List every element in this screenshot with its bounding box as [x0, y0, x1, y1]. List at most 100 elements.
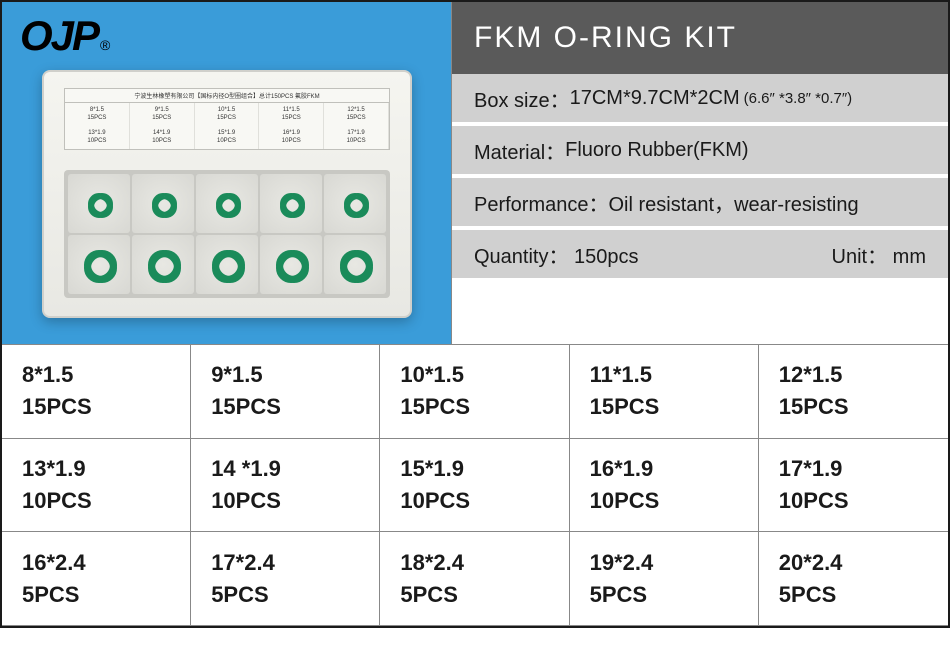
product-infographic: OJP ® 宁波生林橡塑有限公司【国标内径O型圈组合】总计150PCS 氟胶FK… — [0, 0, 950, 628]
quantity-row: Quantity： 150pcs Unit： mm — [452, 230, 948, 282]
oring-icon — [155, 196, 177, 218]
spec-cell: 14 *1.9 10PCS — [191, 439, 380, 533]
spec-size: 16*1.9 — [590, 456, 738, 482]
spec-qty: 15PCS — [211, 394, 359, 420]
box-size-label: Box size： — [474, 84, 570, 113]
spec-size: 14 *1.9 — [211, 456, 359, 482]
compartment — [260, 174, 322, 233]
spec-cell: 12*1.5 15PCS — [759, 345, 948, 439]
oring-stack — [270, 183, 312, 225]
lid-cell: 15*1.910PCS — [195, 126, 260, 149]
spec-size: 17*1.9 — [779, 456, 928, 482]
oring-icon — [151, 253, 181, 283]
spec-qty: 10PCS — [22, 488, 170, 514]
spec-qty: 5PCS — [22, 582, 170, 608]
spec-size: 11*1.5 — [590, 362, 738, 388]
material-row: Material： Fluoro Rubber(FKM) — [452, 126, 948, 178]
oring-stack — [78, 244, 120, 286]
oring-icon — [87, 253, 117, 283]
spec-size: 12*1.5 — [779, 362, 928, 388]
spec-qty: 15PCS — [400, 394, 548, 420]
spec-size: 20*2.4 — [779, 550, 928, 576]
unit-label: Unit： — [832, 246, 888, 268]
spec-table: 8*1.5 15PCS 9*1.5 15PCS 10*1.5 15PCS 11*1.5 15P… — [2, 344, 948, 626]
brand-logo: OJP ® — [20, 12, 110, 60]
oring-icon — [279, 253, 309, 283]
oring-stack — [78, 183, 120, 225]
product-photo-panel: OJP ® 宁波生林橡塑有限公司【国标内径O型圈组合】总计150PCS 氟胶FK… — [2, 2, 452, 344]
oring-stack — [142, 244, 184, 286]
spec-cell: 19*2.4 5PCS — [570, 532, 759, 626]
spec-cell: 20*2.45PCS — [759, 532, 948, 626]
spec-size: 18*2.4 — [400, 550, 548, 576]
oring-stack — [334, 183, 376, 225]
lid-cell: 16*1.910PCS — [259, 126, 324, 149]
spec-qty: 5PCS — [211, 582, 359, 608]
performance-value: Oil resistant，wear-resisting — [609, 188, 859, 217]
material-label: Material： — [474, 136, 565, 165]
spec-qty: 5PCS — [590, 582, 738, 608]
product-title: FKM O-RING KIT — [452, 2, 948, 74]
box-compartments — [64, 170, 390, 298]
performance-label: Performance： — [474, 188, 609, 217]
spec-qty: 15PCS — [779, 394, 928, 420]
spec-qty: 10PCS — [590, 488, 738, 514]
spec-cell: 16*2.4 5PCS — [2, 532, 191, 626]
spec-qty: 15PCS — [22, 394, 170, 420]
lid-cell: 9*1.515PCS — [130, 103, 195, 126]
spec-cell: 8*1.5 15PCS — [2, 345, 191, 439]
spec-qty: 15PCS — [590, 394, 738, 420]
spec-size: 13*1.9 — [22, 456, 170, 482]
compartment — [132, 174, 194, 233]
box-lid-label: 宁波生林橡塑有限公司【国标内径O型圈组合】总计150PCS 氟胶FKM 8*1.… — [64, 88, 390, 150]
spec-size: 19*2.4 — [590, 550, 738, 576]
oring-stack — [206, 183, 248, 225]
compartment — [196, 174, 258, 233]
compartment — [196, 235, 258, 294]
compartment — [68, 235, 130, 294]
spec-qty: 10PCS — [211, 488, 359, 514]
spec-size: 16*2.4 — [22, 550, 170, 576]
compartment — [260, 235, 322, 294]
info-panel: FKM O-RING KIT Box size： 17CM*9.7CM*2CM … — [452, 2, 948, 344]
spec-cell: 18*2.4 5PCS — [380, 532, 569, 626]
spec-cell: 9*1.5 15PCS — [191, 345, 380, 439]
lid-cell: 8*1.515PCS — [65, 103, 130, 126]
oring-icon — [91, 196, 113, 218]
oring-icon — [219, 196, 241, 218]
spec-cell: 16*1.9 10PCS — [570, 439, 759, 533]
logo-text: OJP — [20, 12, 98, 60]
spec-size: 8*1.5 — [22, 362, 170, 388]
spec-size: 15*1.9 — [400, 456, 548, 482]
lid-cell: 11*1.515PCS — [259, 103, 324, 126]
spec-cell: 17*2.45PCS — [191, 532, 380, 626]
spec-qty: 10PCS — [400, 488, 548, 514]
top-section: OJP ® 宁波生林橡塑有限公司【国标内径O型圈组合】总计150PCS 氟胶FK… — [2, 2, 948, 344]
lid-cell: 14*1.910PCS — [130, 126, 195, 149]
info-rows: Box size： 17CM*9.7CM*2CM (6.6″ *3.8″ *0.… — [452, 74, 948, 344]
unit-value: mm — [893, 246, 926, 268]
spec-size: 9*1.5 — [211, 362, 359, 388]
lid-header: 宁波生林橡塑有限公司【国标内径O型圈组合】总计150PCS 氟胶FKM — [65, 89, 389, 103]
oring-icon — [215, 253, 245, 283]
spec-qty: 10PCS — [779, 488, 928, 514]
oring-icon — [347, 196, 369, 218]
spec-qty: 5PCS — [400, 582, 548, 608]
quantity-value: 150pcs — [574, 246, 639, 268]
oring-stack — [270, 244, 312, 286]
lid-cell: 13*1.910PCS — [65, 126, 130, 149]
oring-icon — [283, 196, 305, 218]
lid-cell: 17*1.910PCS — [324, 126, 389, 149]
spec-cell: 11*1.5 15PCS — [570, 345, 759, 439]
oring-box: 宁波生林橡塑有限公司【国标内径O型圈组合】总计150PCS 氟胶FKM 8*1.… — [42, 70, 412, 318]
spec-cell: 10*1.5 15PCS — [380, 345, 569, 439]
oring-stack — [142, 183, 184, 225]
oring-stack — [334, 244, 376, 286]
registered-icon: ® — [100, 37, 110, 53]
oring-icon — [343, 253, 373, 283]
performance-row: Performance： Oil resistant，wear-resistin… — [452, 178, 948, 230]
lid-cell: 10*1.515PCS — [195, 103, 260, 126]
lid-cell: 12*1.515PCS — [324, 103, 389, 126]
spec-size: 10*1.5 — [400, 362, 548, 388]
material-value: Fluoro Rubber(FKM) — [565, 139, 748, 162]
